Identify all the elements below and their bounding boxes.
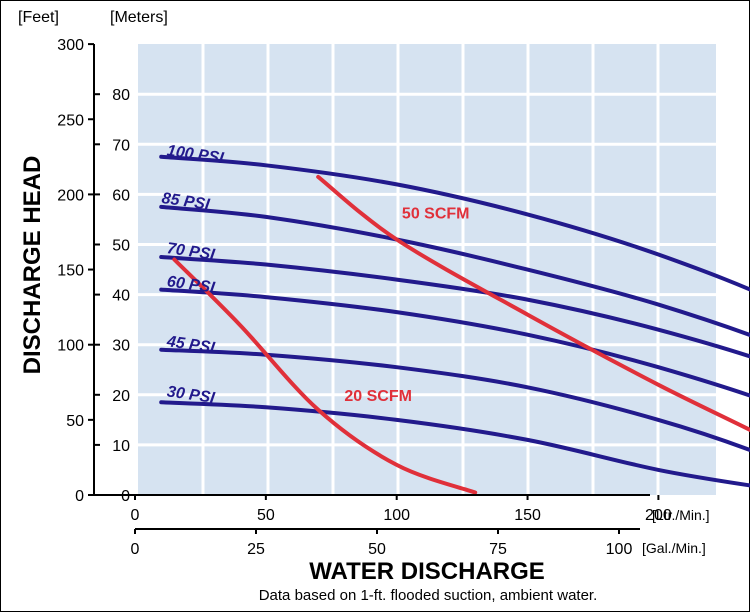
meter-tick-label: 20 [112, 388, 130, 405]
meter-tick-label: 60 [112, 187, 130, 204]
label-70-psi: 70 PSI [166, 240, 216, 264]
curve-20-scfm [172, 257, 478, 495]
ltr-tick-label: 150 [514, 507, 541, 524]
feet-tick-label: 300 [57, 37, 84, 54]
feet-tick-label: 100 [57, 338, 84, 355]
meter-tick-label: 50 [112, 238, 130, 255]
feet-tick-label: 250 [57, 112, 84, 129]
gal-tick-label: 75 [489, 541, 507, 558]
curve-85-psi [159, 204, 750, 338]
x-units-ltr: [Ltr./Min.] [652, 507, 710, 523]
label-60-psi: 60 PSI [166, 273, 216, 297]
curve-30-psi [159, 400, 750, 488]
y-units-meters: [Meters] [110, 9, 168, 26]
curve-70-psi [159, 255, 750, 359]
meter-tick-label: 30 [112, 338, 130, 355]
label-85-psi: 85 PSI [161, 190, 211, 214]
x-units-gal: [Gal./Min.] [642, 540, 706, 556]
x-axis-title: WATER DISCHARGE [309, 558, 545, 585]
ltr-tick-label: 50 [257, 507, 275, 524]
y-axis-title: DISCHARGE HEAD [19, 156, 46, 375]
feet-tick-label: 50 [66, 413, 84, 430]
curve-45-psi [159, 347, 750, 453]
data-note: Data based on 1-ft. flooded suction, amb… [259, 587, 598, 604]
gal-tick-label: 25 [247, 541, 265, 558]
gal-tick-label: 0 [131, 541, 140, 558]
label-45-psi: 45 PSI [165, 333, 216, 357]
plot-area [138, 44, 716, 495]
meter-tick-label: 70 [112, 137, 130, 154]
y-ticks: 0 50 100 150 200 250 300 0 10 20 30 40 50 60 70 80 [57, 37, 130, 505]
y-units-feet: [Feet] [18, 9, 59, 26]
feet-tick-label: 200 [57, 187, 84, 204]
curve-50-scfm [316, 174, 750, 433]
curve-100-psi [159, 154, 750, 292]
ltr-tick-label: 200 [645, 507, 672, 524]
gal-tick-label: 50 [368, 541, 386, 558]
meter-tick-label: 0 [121, 488, 130, 505]
feet-tick-label: 0 [75, 488, 84, 505]
label-20-scfm: 20 SCFM [344, 388, 412, 405]
meter-tick-label: 10 [112, 438, 130, 455]
gal-tick-label: 100 [606, 541, 633, 558]
curve-60-psi [159, 287, 750, 398]
grid [138, 44, 716, 495]
meter-tick-label: 40 [112, 288, 130, 305]
feet-tick-label: 150 [57, 263, 84, 280]
label-30-psi: 30 PSI [166, 383, 216, 407]
ltr-tick-label: 100 [383, 507, 410, 524]
label-50-scfm: 50 SCFM [402, 205, 470, 222]
x-ticks: 0501001502002503003500255075100 [131, 495, 672, 558]
ltr-tick-label: 0 [131, 507, 140, 524]
curves [159, 154, 750, 495]
meter-tick-label: 80 [112, 87, 130, 104]
